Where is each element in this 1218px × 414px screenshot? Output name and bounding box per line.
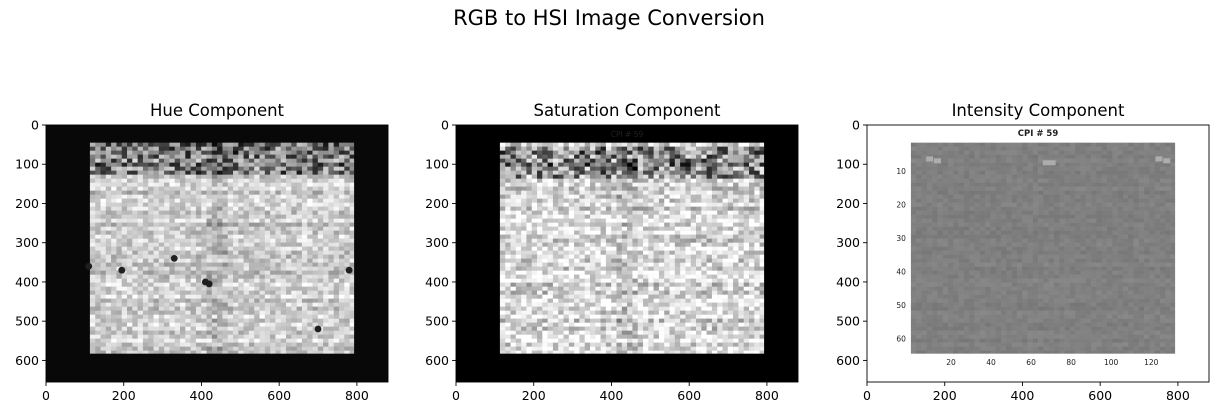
bright-spot — [1155, 156, 1163, 162]
x-tick-label: 400 — [600, 388, 624, 403]
embedded-y-tick: 60 — [896, 334, 906, 343]
x-tick-label: 800 — [345, 388, 369, 403]
image-texture — [89, 142, 355, 354]
y-tick-label: 600 — [15, 353, 39, 368]
panel-1: 0 200 400 600 800 0 100 200 300 400 500 600 Hue Comp… — [15, 101, 389, 403]
panel-title: Hue Component — [150, 101, 285, 120]
y-tick-label: 200 — [425, 196, 449, 211]
bright-spot — [933, 158, 941, 164]
x-tick-label: 800 — [1166, 388, 1190, 403]
y-tick-label: 400 — [15, 274, 39, 289]
y-tick-label: 600 — [836, 353, 860, 368]
embedded-y-tick: 10 — [896, 167, 906, 176]
dark-spot — [345, 266, 353, 274]
y-tick-label: 0 — [31, 118, 39, 133]
y-tick-label: 0 — [852, 118, 860, 133]
dark-spot — [205, 280, 213, 288]
y-tick-label: 500 — [425, 314, 449, 329]
panel-title: Intensity Component — [952, 101, 1125, 120]
embedded-plot-title: CPI # 59 — [1018, 129, 1059, 139]
x-tick-label: 400 — [190, 388, 214, 403]
image-texture — [499, 142, 765, 354]
y-tick-label: 0 — [441, 118, 449, 133]
embedded-y-tick: 20 — [896, 201, 906, 210]
dark-spot — [170, 255, 178, 262]
y-tick-label: 200 — [15, 196, 39, 211]
bright-spot — [1042, 160, 1050, 166]
figure-suptitle: RGB to HSI Image Conversion — [453, 6, 765, 30]
panel-3-image: CPI # 59 20 40 60 80 100 120 10 20 30 40 50 60 — [867, 125, 1209, 382]
y-tick-label: 300 — [15, 235, 39, 250]
x-tick-label: 600 — [1088, 388, 1112, 403]
panel-2-image: CPI # 59 — [456, 125, 798, 382]
y-tick-label: 100 — [836, 157, 860, 172]
embedded-y-tick: 50 — [896, 301, 906, 310]
y-tick-label: 400 — [836, 274, 860, 289]
embedded-plot-title: CPI # 59 — [611, 130, 644, 139]
dark-spot — [118, 266, 126, 274]
embedded-x-tick: 20 — [946, 358, 956, 367]
dark-spot — [314, 325, 322, 333]
y-tick-label: 100 — [15, 157, 39, 172]
bright-spot — [926, 156, 934, 162]
embedded-x-tick: 100 — [1104, 358, 1119, 367]
y-tick-label: 200 — [836, 196, 860, 211]
axes-frame — [866, 124, 1210, 383]
bright-spot — [1163, 158, 1171, 164]
y-tick-label: 100 — [425, 157, 449, 172]
dark-spot — [85, 262, 93, 270]
embedded-x-tick: 60 — [1026, 358, 1036, 367]
bright-spot — [1048, 160, 1056, 166]
embedded-x-tick: 80 — [1066, 358, 1076, 367]
embedded-x-tick: 120 — [1144, 358, 1159, 367]
panel-2: CPI # 59 0 200 400 600 800 0 100 200 300 400 500 600… — [425, 101, 799, 403]
y-tick-label: 500 — [836, 314, 860, 329]
x-tick-label: 0 — [42, 388, 50, 403]
axes-frame — [45, 124, 389, 383]
x-tick-label: 800 — [755, 388, 779, 403]
y-tick-label: 300 — [836, 235, 860, 250]
y-tick-label: 300 — [425, 235, 449, 250]
embedded-y-tick: 30 — [896, 234, 906, 243]
panel-1-image — [46, 125, 388, 382]
x-tick-label: 400 — [1011, 388, 1035, 403]
y-tick-label: 400 — [425, 274, 449, 289]
panel-title: Saturation Component — [533, 101, 721, 120]
embedded-y-tick: 40 — [896, 267, 906, 276]
x-tick-label: 600 — [267, 388, 291, 403]
x-tick-label: 200 — [112, 388, 136, 403]
image-texture — [910, 142, 1176, 354]
y-tick-label: 500 — [15, 314, 39, 329]
y-tick-label: 600 — [425, 353, 449, 368]
x-tick-label: 200 — [933, 388, 957, 403]
x-tick-label: 600 — [677, 388, 701, 403]
x-tick-label: 0 — [863, 388, 871, 403]
embedded-x-tick: 40 — [986, 358, 996, 367]
x-tick-label: 200 — [522, 388, 546, 403]
x-tick-label: 0 — [452, 388, 460, 403]
axes-frame — [455, 124, 799, 383]
